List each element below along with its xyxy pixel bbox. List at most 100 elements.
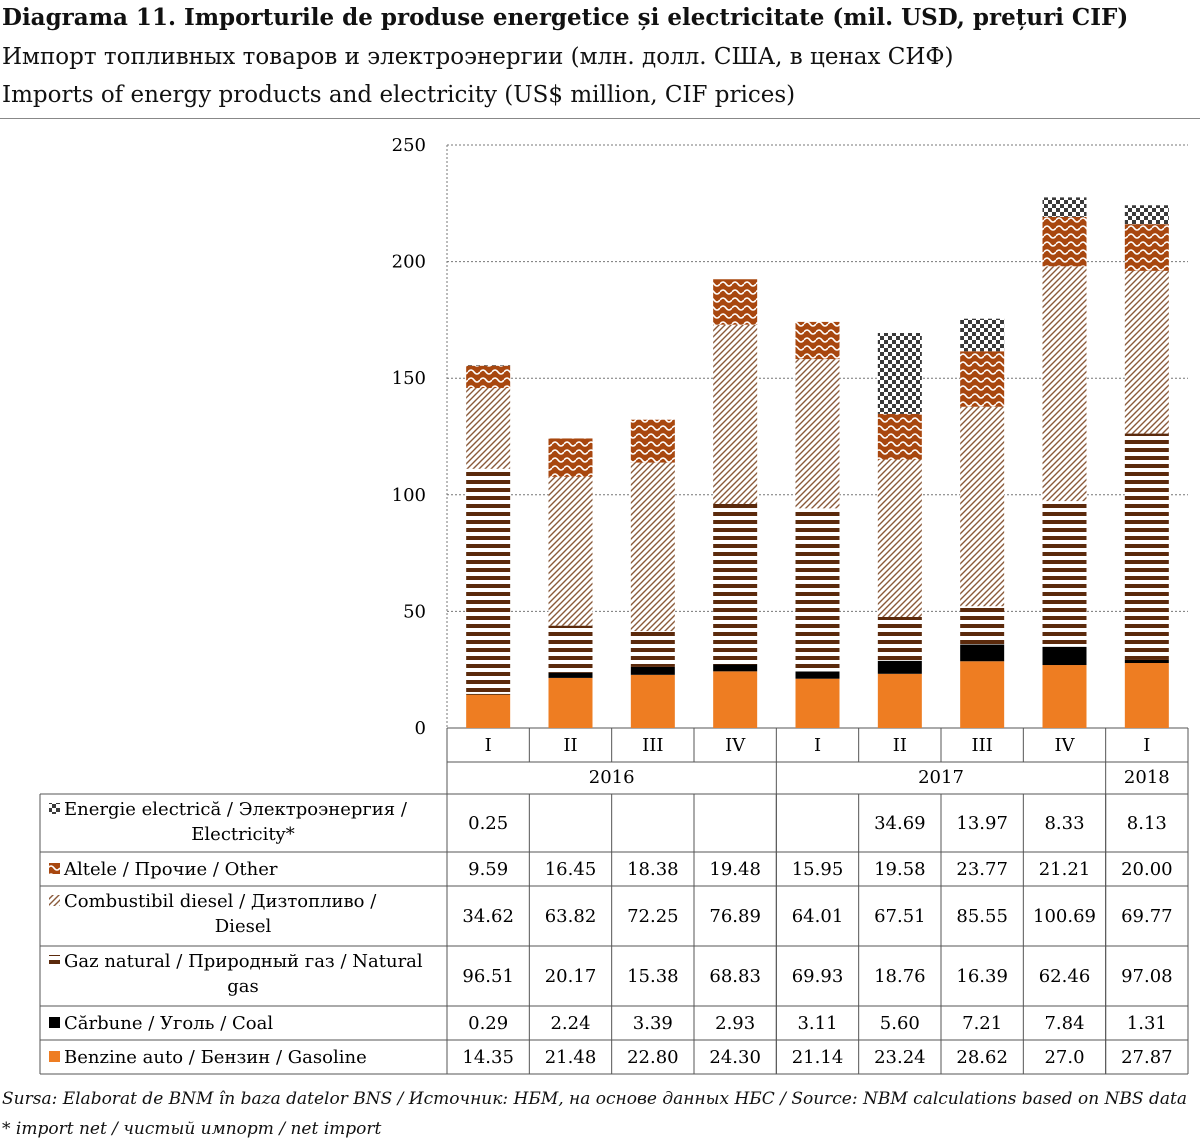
bar-segment-diesel	[466, 388, 511, 469]
data-label: 19.48	[709, 859, 761, 880]
bar-segment-other	[1042, 216, 1087, 267]
data-label: 5.60	[880, 1013, 920, 1034]
data-label: 16.39	[956, 966, 1008, 987]
bar-segment-gas	[1042, 501, 1087, 647]
data-label: 19.58	[874, 859, 926, 880]
chart-title-ro: Diagrama 11. Importurile de produse ener…	[2, 4, 1129, 31]
data-label: 27.87	[1121, 1047, 1173, 1068]
bar-segment-gasoline	[713, 671, 758, 728]
bar-segment-gas	[960, 606, 1005, 645]
bar-segment-gasoline	[795, 678, 840, 728]
y-tick-label: 50	[403, 601, 426, 622]
legend-label: Combustibil diesel / Дизтопливо /	[64, 891, 377, 912]
bar-segment-gasoline	[1124, 663, 1169, 728]
bar-segment-gasoline	[466, 694, 511, 728]
bar-segment-other	[466, 365, 511, 389]
x-tick-label: III	[642, 735, 663, 756]
year-label: 2016	[589, 767, 635, 788]
data-label: 0.29	[468, 1013, 508, 1034]
data-label: 28.62	[956, 1047, 1008, 1068]
legend-label: Energie electrică / Электроэнергия /	[64, 799, 408, 820]
bar-segment-gasoline	[960, 661, 1005, 728]
data-label: 2.24	[550, 1013, 590, 1034]
year-label: 2017	[918, 767, 964, 788]
bar-segment-diesel	[877, 459, 922, 617]
data-label: 15.95	[792, 859, 844, 880]
bar-segment-other	[713, 279, 758, 325]
y-tick-label: 0	[415, 718, 426, 739]
bar-segment-electricity	[877, 333, 922, 414]
y-tick-label: 200	[392, 252, 426, 273]
data-label: 23.77	[956, 859, 1008, 880]
data-label: 16.45	[545, 859, 597, 880]
bar-segment-gas	[877, 616, 922, 661]
bar-segment-other	[795, 321, 840, 360]
bar-segment-electricity	[466, 365, 511, 366]
data-label: 8.33	[1044, 813, 1084, 834]
bar-segment-gasoline	[1042, 665, 1087, 728]
bar-segment-other	[1124, 224, 1169, 271]
bar-segment-diesel	[1042, 266, 1087, 502]
data-label: 3.39	[633, 1013, 673, 1034]
bar-segment-gas	[466, 468, 511, 694]
year-label: 2018	[1124, 767, 1170, 788]
bar-segment-gas	[795, 508, 840, 672]
legend-label: Benzine auto / Бензин / Gasoline	[64, 1047, 367, 1068]
data-label: 69.93	[792, 966, 844, 987]
y-tick-label: 100	[392, 485, 426, 506]
bar-segment-coal	[466, 693, 511, 695]
data-label: 85.55	[956, 906, 1008, 927]
bar-segment-electricity	[960, 318, 1005, 352]
data-label: 72.25	[627, 906, 679, 927]
bar-segment-diesel	[1124, 270, 1169, 434]
x-tick-label: I	[814, 735, 821, 756]
legend-swatch-other	[49, 863, 60, 874]
legend-label: Diesel	[215, 916, 272, 937]
data-label: 7.21	[962, 1013, 1002, 1034]
bar-segment-coal	[795, 671, 840, 679]
data-label: 24.30	[709, 1047, 761, 1068]
data-label: 8.13	[1127, 813, 1167, 834]
legend-swatch-coal	[49, 1017, 60, 1028]
source-note: Sursa: Elaborat de BNM în baza datelor B…	[2, 1089, 1187, 1109]
legend-swatch-gas	[49, 955, 60, 966]
legend-swatch-diesel	[49, 895, 60, 906]
net-import-note: * import net / чистый импорт / net impor…	[2, 1119, 382, 1139]
data-label: 64.01	[792, 906, 844, 927]
data-label: 18.38	[627, 859, 679, 880]
bar-segment-other	[877, 413, 922, 460]
bar-segment-gasoline	[877, 673, 922, 728]
bar-segment-electricity	[1124, 205, 1169, 225]
data-label: 62.46	[1039, 966, 1091, 987]
data-label: 96.51	[462, 966, 514, 987]
bar-segment-coal	[548, 672, 593, 678]
data-label: 34.69	[874, 813, 926, 834]
data-label: 76.89	[709, 906, 761, 927]
data-label: 22.80	[627, 1047, 679, 1068]
data-label: 13.97	[956, 813, 1008, 834]
data-label: 1.31	[1127, 1013, 1167, 1034]
y-tick-label: 250	[392, 135, 426, 156]
bar-segment-other	[630, 419, 675, 463]
data-label: 67.51	[874, 906, 926, 927]
bar-segment-gas	[1124, 433, 1169, 660]
x-tick-label: I	[485, 735, 492, 756]
data-label: 63.82	[545, 906, 597, 927]
data-label: 21.21	[1039, 859, 1091, 880]
data-label: 21.48	[545, 1047, 597, 1068]
bar-segment-diesel	[713, 324, 758, 504]
bar-segment-gasoline	[548, 677, 593, 728]
x-tick-label: IV	[725, 735, 746, 756]
data-label: 68.83	[709, 966, 761, 987]
data-label: 15.38	[627, 966, 679, 987]
data-label: 69.77	[1121, 906, 1173, 927]
data-label: 2.93	[715, 1013, 755, 1034]
bar-segment-diesel	[630, 462, 675, 632]
x-tick-label: I	[1143, 735, 1150, 756]
bar-segment-coal	[877, 660, 922, 674]
bar-segment-diesel	[795, 359, 840, 509]
chart-title-ru: Импорт топливных товаров и электроэнерги…	[2, 44, 954, 70]
data-label: 20.17	[545, 966, 597, 987]
data-label: 34.62	[462, 906, 514, 927]
data-label: 14.35	[462, 1047, 514, 1068]
